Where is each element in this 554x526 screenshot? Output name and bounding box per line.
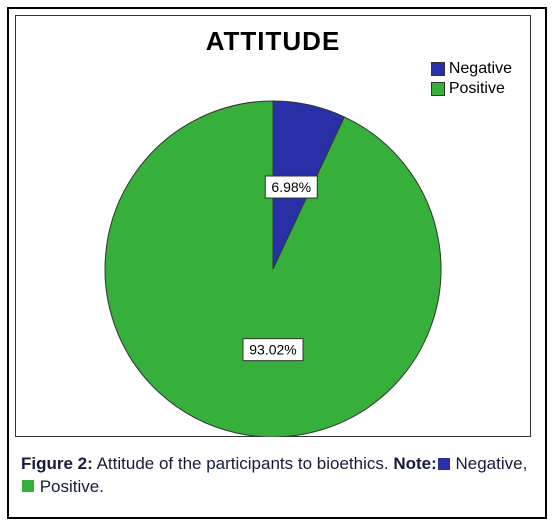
figure-caption: Figure 2: Attitude of the participants t… (15, 437, 539, 501)
legend-swatch-negative (431, 62, 445, 76)
chart-frame: ATTITUDE Negative Positive 6.98% 93.02% (15, 15, 531, 437)
caption-tail-positive: Positive. (35, 477, 104, 496)
pie-slice-positive (105, 101, 441, 437)
legend-item-positive: Positive (431, 80, 512, 98)
caption-note-label: Note: (393, 454, 436, 473)
caption-main-text: Attitude of the participants to bioethic… (93, 454, 394, 473)
slice-label-positive: 93.02% (249, 342, 296, 358)
caption-swatch-positive (22, 480, 34, 492)
caption-figure-label: Figure 2: (21, 454, 93, 473)
pie-chart: 6.98% 93.02% (28, 61, 518, 437)
legend-label-negative: Negative (449, 60, 512, 78)
caption-tail-negative: Negative, (451, 454, 528, 473)
chart-title: ATTITUDE (26, 26, 520, 57)
legend-item-negative: Negative (431, 60, 512, 78)
legend-label-positive: Positive (449, 80, 505, 98)
figure-outer-frame: ATTITUDE Negative Positive 6.98% 93.02% F… (7, 7, 547, 519)
legend: Negative Positive (431, 60, 512, 100)
pie-container: 6.98% 93.02% (26, 61, 520, 437)
slice-label-negative: 6.98% (271, 179, 311, 195)
legend-swatch-positive (431, 82, 445, 96)
caption-swatch-negative (438, 458, 450, 470)
